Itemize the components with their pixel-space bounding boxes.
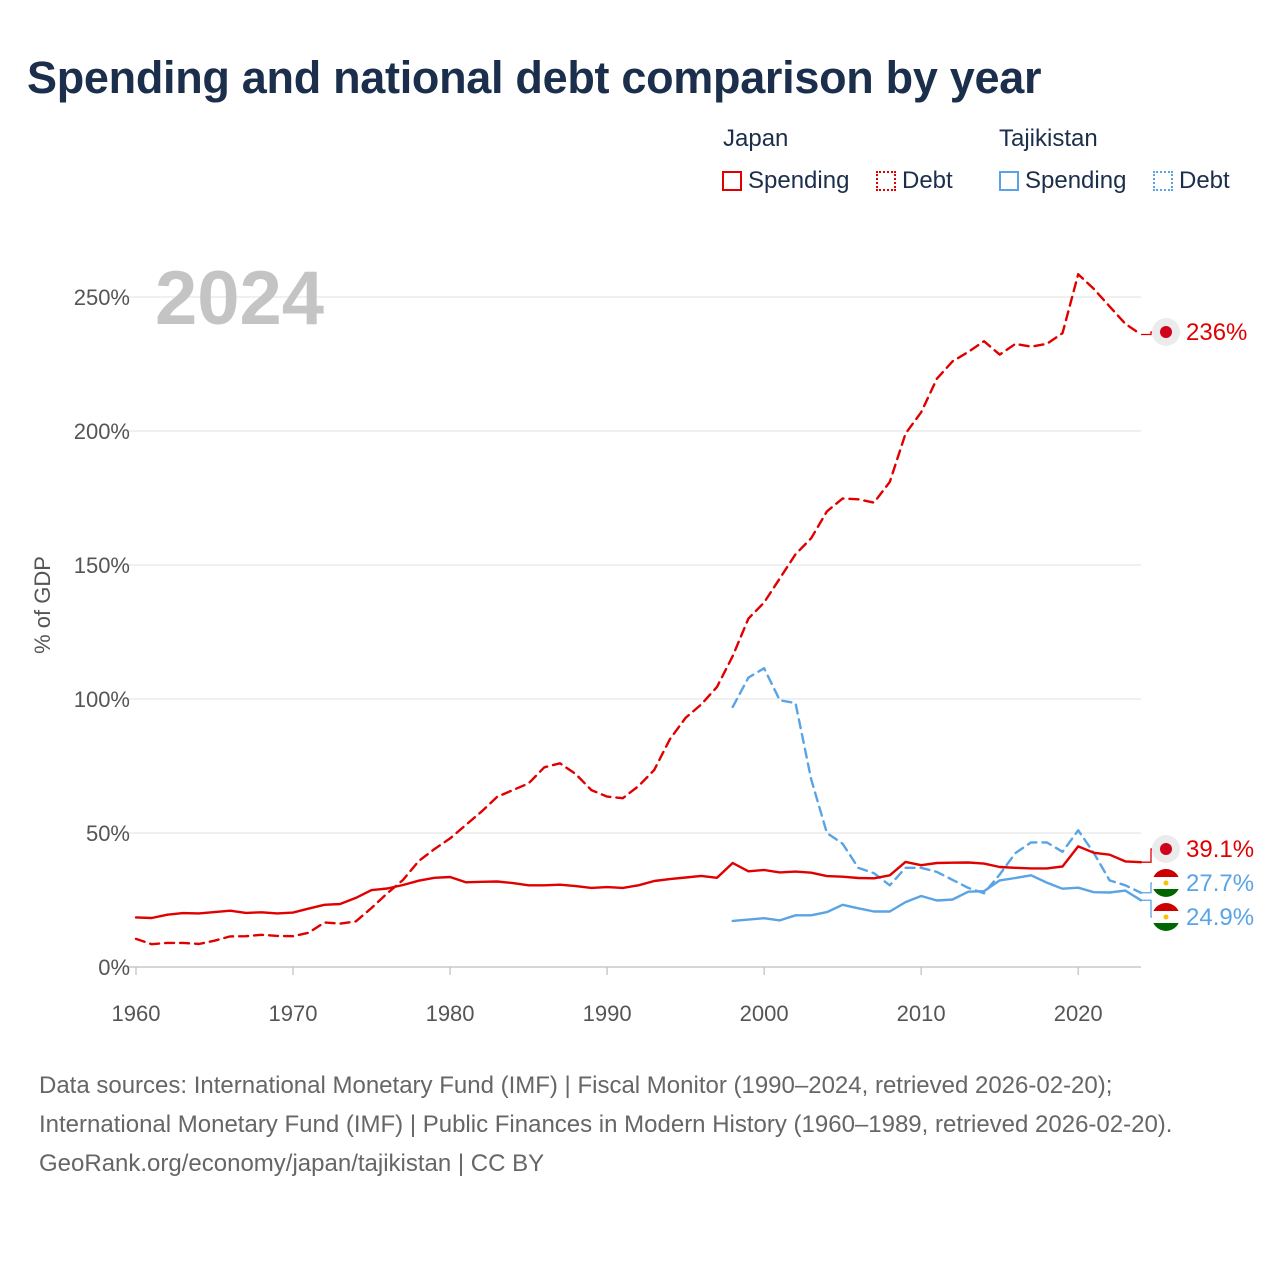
dotted-line-swatch-icon [876, 171, 896, 191]
grid-lines [128, 296, 1141, 968]
series-line-tajikistan-spending[interactable] [731, 874, 1143, 923]
japan-flag-icon [1152, 835, 1180, 863]
series-line-japan-debt[interactable] [134, 273, 1143, 946]
end-labels: 236% 39.1% 27.7% 24.9% [1141, 318, 1254, 931]
end-value-label: 39.1% [1186, 836, 1254, 863]
data-sources-text: Data sources: International Monetary Fun… [39, 1072, 1173, 1138]
end-label-connector [1141, 331, 1152, 336]
y-tick-label: 100% [74, 687, 130, 712]
solid-line-swatch-icon [722, 171, 742, 191]
series-line-japan-spending[interactable] [134, 845, 1143, 920]
solid-line-swatch-icon [999, 171, 1019, 191]
end-value-label: 236% [1186, 319, 1247, 346]
end-label-connector [1141, 899, 1152, 918]
x-tick-label: 1990 [583, 1001, 632, 1026]
y-tick-label: 250% [74, 285, 130, 310]
x-axis: 1960 1970 1980 1990 2000 2010 2020 [112, 967, 1103, 1026]
chart-title: Spending and national debt comparison by… [27, 52, 1042, 103]
line-chart: 2024 0%50%100%150%200%250% 1960 1970 1980 1… [30, 256, 1254, 1026]
y-axis-title: % of GDP [30, 556, 55, 654]
legend-group-japan: Japan [723, 125, 789, 152]
x-tick-label: 2000 [740, 1001, 789, 1026]
end-label-connector [1141, 848, 1152, 863]
legend-japan-debt[interactable]: Debt [876, 166, 953, 196]
dotted-line-swatch-icon [1153, 171, 1173, 191]
series-line-tajikistan-debt[interactable] [731, 667, 1143, 895]
x-tick-label: 1970 [269, 1001, 318, 1026]
end-value-label: 27.7% [1186, 870, 1254, 897]
x-tick-label: 1960 [112, 1001, 161, 1026]
end-label-connector [1141, 882, 1152, 894]
legend-label: Debt [1179, 167, 1230, 194]
x-tick-label: 2010 [897, 1001, 946, 1026]
x-tick-label: 1980 [426, 1001, 475, 1026]
legend-tajikistan-spending[interactable]: Spending [999, 166, 1126, 196]
end-value-label: 24.9% [1186, 904, 1254, 931]
year-watermark: 2024 [155, 256, 324, 341]
legend-group-tajikistan: Tajikistan [999, 125, 1098, 152]
legend-tajikistan-debt[interactable]: Debt [1153, 166, 1230, 196]
legend-label: Spending [748, 167, 850, 194]
y-tick-label: 0% [98, 955, 130, 980]
y-tick-label: 50% [86, 821, 130, 846]
legend-japan-spending[interactable]: Spending [722, 166, 849, 196]
y-tick-label: 200% [74, 419, 130, 444]
y-axis: 0% 50% 100% 150% 200% 250% [74, 285, 130, 980]
series-group [134, 273, 1143, 946]
footer: Data sources: International Monetary Fun… [39, 1066, 1239, 1183]
credit-text[interactable]: GeoRank.org/economy/japan/tajikistan | C… [39, 1150, 545, 1177]
tajikistan-flag-icon [1152, 869, 1180, 897]
x-tick-label: 2020 [1054, 1001, 1103, 1026]
tajikistan-flag-icon [1152, 903, 1180, 931]
y-tick-label: 150% [74, 553, 130, 578]
legend-label: Debt [902, 167, 953, 194]
japan-flag-icon [1152, 318, 1180, 346]
legend-label: Spending [1025, 167, 1127, 194]
